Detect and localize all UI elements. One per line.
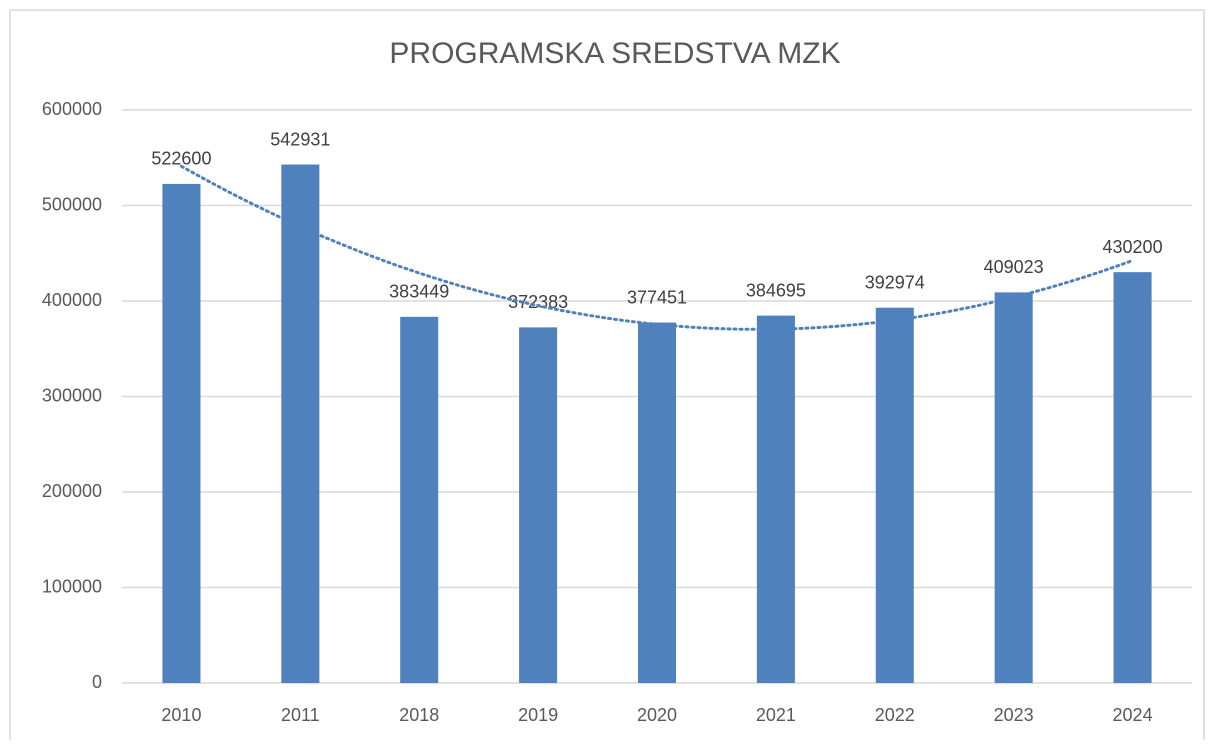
x-tick-label: 2019 xyxy=(518,705,558,725)
x-tick-label: 2011 xyxy=(281,705,320,725)
y-tick-label: 400000 xyxy=(42,290,102,310)
data-label: 430200 xyxy=(1103,237,1163,257)
x-tick-label: 2018 xyxy=(399,705,439,725)
x-tick-label: 2010 xyxy=(161,705,201,725)
bar xyxy=(281,164,320,683)
data-label: 392974 xyxy=(865,272,925,292)
x-tick-label: 2021 xyxy=(756,705,796,725)
bar xyxy=(400,316,439,683)
y-tick-label: 100000 xyxy=(42,576,102,596)
bar xyxy=(162,183,201,684)
trendline xyxy=(179,164,1135,331)
x-tick-label: 2020 xyxy=(637,705,677,725)
y-tick-label: 200000 xyxy=(42,481,102,501)
x-tick-label: 2023 xyxy=(994,705,1034,725)
bar xyxy=(756,315,795,683)
data-label: 409023 xyxy=(984,257,1044,277)
y-tick-label: 500000 xyxy=(42,194,102,214)
bar xyxy=(519,327,558,683)
data-label: 377451 xyxy=(627,287,687,307)
bar xyxy=(875,307,914,683)
data-label: 384695 xyxy=(746,280,806,300)
data-label: 383449 xyxy=(389,282,449,302)
bar xyxy=(637,322,677,683)
bar xyxy=(1113,272,1152,683)
data-label: 522600 xyxy=(151,149,211,169)
x-tick-label: 2022 xyxy=(875,705,915,725)
data-label: 542931 xyxy=(270,129,330,149)
bar xyxy=(994,292,1033,683)
y-tick-label: 0 xyxy=(92,672,102,692)
x-tick-label: 2024 xyxy=(1113,705,1153,725)
data-label: 372383 xyxy=(508,292,568,312)
y-tick-label: 300000 xyxy=(42,385,102,405)
y-tick-label: 600000 xyxy=(42,99,102,119)
chart-title: PROGRAMSKA SREDSTVA MZK xyxy=(389,37,840,70)
